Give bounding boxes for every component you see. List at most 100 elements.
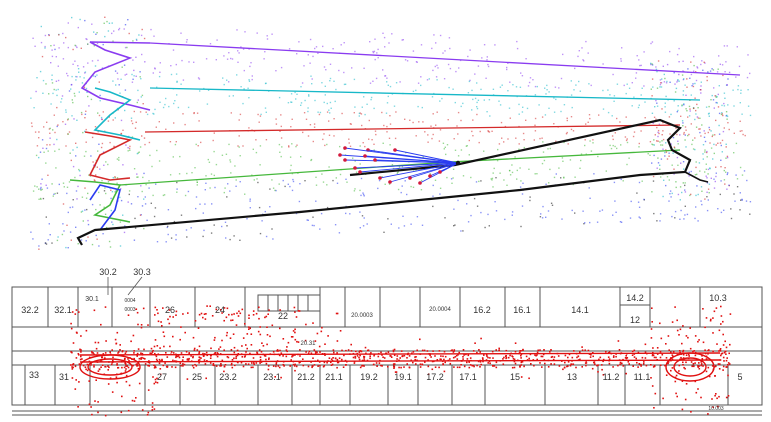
point-cloud-dot [715, 166, 717, 168]
scan-point [641, 356, 644, 359]
point-cloud-dot [54, 48, 56, 51]
point-cloud-dot [87, 236, 89, 238]
point-cloud-dot [141, 190, 143, 193]
point-cloud-dot [251, 75, 253, 77]
point-cloud-dot [474, 73, 476, 75]
point-cloud-dot [87, 62, 89, 64]
scan-point [544, 362, 546, 365]
scan-point [687, 353, 690, 356]
point-cloud-dot [112, 119, 114, 121]
point-cloud-dot [687, 68, 689, 70]
scan-point [198, 313, 201, 316]
point-cloud-dot [118, 159, 120, 161]
scan-point [71, 364, 74, 366]
point-cloud-dot [684, 134, 686, 136]
point-cloud-dot [52, 92, 54, 95]
point-cloud-dot [614, 132, 616, 134]
scan-point [725, 396, 728, 399]
scan-point [91, 352, 93, 354]
point-cloud-dot [574, 176, 576, 178]
point-cloud-dot [521, 75, 524, 77]
point-cloud-dot [519, 186, 522, 188]
scan-point [266, 326, 268, 328]
point-cloud-dot [84, 209, 86, 211]
scan-point [259, 356, 262, 358]
scan-point [572, 363, 575, 365]
point-cloud-dot [416, 216, 419, 218]
scan-point [94, 341, 97, 344]
scan-point [714, 375, 716, 377]
point-cloud-dot [582, 59, 584, 61]
point-cloud-dot [137, 176, 139, 178]
scan-point [192, 336, 195, 339]
scan-point [185, 351, 188, 353]
point-cloud-dot [518, 113, 520, 115]
scan-point [75, 357, 78, 359]
point-cloud-dot [577, 55, 579, 58]
scan-point [438, 366, 440, 369]
scan-point [665, 357, 668, 359]
point-cloud-dot [303, 112, 306, 114]
point-cloud-dot [511, 214, 513, 216]
point-cloud-dot [133, 69, 135, 72]
point-cloud-dot [169, 141, 172, 143]
point-cloud-dot [222, 77, 224, 79]
point-cloud-dot [516, 178, 518, 180]
point-cloud-dot [420, 76, 422, 78]
point-cloud-dot [705, 106, 708, 108]
scan-point [463, 365, 466, 368]
point-cloud-dot [105, 161, 107, 163]
point-cloud-dot [240, 86, 242, 88]
point-cloud-dot [427, 141, 429, 143]
point-cloud-dot [499, 172, 501, 174]
point-cloud-dot [533, 139, 535, 141]
point-cloud-dot [42, 92, 44, 94]
point-cloud-dot [40, 25, 42, 28]
point-cloud-dot [99, 168, 101, 170]
small-label: 20.31 [300, 341, 316, 347]
point-cloud-dot [35, 154, 38, 157]
point-cloud-dot [165, 97, 167, 100]
scan-point [259, 333, 262, 336]
point-cloud-dot [103, 190, 106, 192]
point-cloud-dot [291, 143, 293, 145]
scan-point [359, 350, 361, 352]
scan-point [705, 358, 708, 360]
point-cloud-dot [56, 192, 59, 194]
point-cloud-dot [105, 192, 107, 195]
scan-point [466, 361, 468, 364]
point-cloud-dot [501, 137, 503, 139]
point-cloud-dot [62, 223, 64, 225]
point-cloud-dot [141, 28, 143, 31]
point-cloud-dot [483, 44, 486, 46]
scan-point [110, 363, 113, 366]
point-cloud-dot [181, 59, 183, 62]
point-cloud-dot [310, 158, 313, 161]
point-cloud-dot [382, 142, 384, 144]
scan-point [247, 326, 250, 328]
point-cloud-dot [131, 136, 134, 138]
scan-point [233, 351, 236, 354]
point-cloud-dot [716, 102, 718, 104]
point-cloud-dot [677, 164, 679, 166]
point-cloud-dot [141, 94, 144, 97]
point-cloud-dot [620, 221, 623, 223]
point-cloud-dot [315, 184, 318, 186]
point-cloud-dot [579, 167, 581, 169]
point-cloud-dot [56, 106, 58, 109]
scan-point [395, 371, 398, 373]
point-cloud-dot [71, 75, 73, 78]
point-cloud-dot [492, 88, 495, 90]
point-cloud-dot [499, 104, 502, 106]
point-cloud-dot [639, 217, 641, 219]
point-cloud-dot [725, 171, 727, 173]
scan-point [659, 322, 661, 325]
point-cloud-dot [322, 138, 324, 141]
point-cloud-dot [174, 100, 176, 102]
scan-point [181, 359, 184, 361]
point-cloud-dot [525, 119, 527, 121]
point-cloud-dot [128, 193, 130, 196]
scan-point [536, 358, 538, 361]
point-cloud-dot [265, 139, 268, 141]
scan-point [264, 355, 267, 357]
